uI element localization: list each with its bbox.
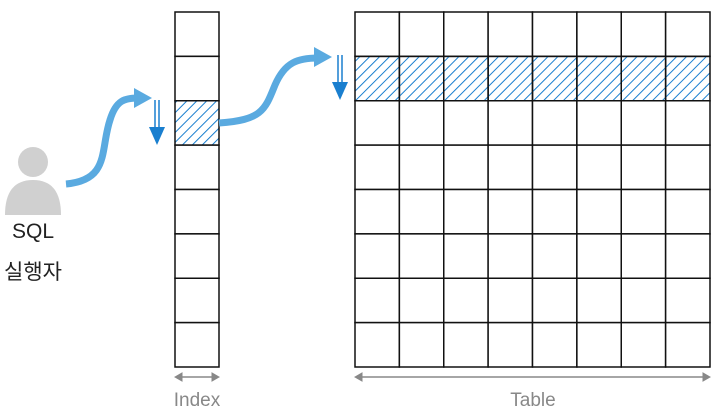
index-width-dimension [173, 372, 221, 382]
person-icon [5, 147, 61, 215]
table-cell [664, 277, 711, 324]
table-cell [487, 321, 534, 368]
table-cell [487, 144, 534, 191]
table-cell [398, 188, 445, 235]
table-cell [620, 100, 667, 146]
table-cell [487, 277, 534, 324]
flow-arrow-to-index-head [134, 88, 152, 108]
table-cell [664, 233, 711, 279]
table-highlighted-cell [664, 55, 711, 102]
table-cell [487, 188, 534, 235]
table-cell [576, 233, 622, 279]
index-cell [174, 55, 220, 102]
table-scan-arrow [332, 55, 348, 100]
actor-label-executor: 실행자 [4, 261, 62, 284]
table-cell [531, 11, 578, 58]
actor-label-sql: SQL [11, 220, 55, 243]
table-cell [354, 144, 401, 191]
index-cell [174, 188, 220, 235]
table-cell [354, 188, 401, 235]
table-cell [620, 233, 667, 279]
table-cell [354, 277, 401, 324]
table-cell [354, 233, 401, 279]
table-cell [398, 144, 445, 191]
table-cell [576, 188, 622, 235]
table-cell [531, 100, 578, 146]
table-cell [664, 188, 711, 235]
table-cell [487, 11, 534, 58]
table-cell [576, 277, 622, 324]
table-cell [354, 100, 401, 146]
table-cell [620, 144, 667, 191]
table-cell [443, 321, 489, 368]
table-highlighted-cell [487, 55, 534, 102]
table-cell [443, 233, 489, 279]
table-cell [443, 277, 489, 324]
table-highlighted-cell [531, 55, 578, 102]
flow-arrow-to-table-head [314, 47, 332, 67]
table-cell [398, 11, 445, 58]
table-width-dimension [353, 372, 712, 382]
table-cell [620, 277, 667, 324]
table-cell [531, 277, 578, 324]
table-cell [620, 11, 667, 58]
table-cell [531, 233, 578, 279]
table-cell [620, 321, 667, 368]
table-cell [398, 277, 445, 324]
table-cell [576, 11, 622, 58]
table-highlighted-cell [620, 55, 667, 102]
table-cell [398, 321, 445, 368]
table-cell [576, 321, 622, 368]
table-cell [531, 188, 578, 235]
table-highlighted-cell [354, 55, 401, 102]
table-cell [664, 100, 711, 146]
index-cell [174, 321, 220, 368]
table-cell [531, 144, 578, 191]
table-cell [531, 321, 578, 368]
table-cell [664, 144, 711, 191]
table-cell [443, 100, 489, 146]
table-cell [443, 188, 489, 235]
table-label: Table [510, 390, 556, 411]
table-cell [664, 321, 711, 368]
table-highlighted-cell [398, 55, 445, 102]
table-cell [443, 11, 489, 58]
index-highlighted-cell [174, 100, 220, 146]
flow-arrow-to-table [218, 54, 319, 127]
index-cell [174, 277, 220, 324]
table-cell [576, 144, 622, 191]
table-cell [620, 188, 667, 235]
index-cell [174, 144, 220, 191]
table-cell [664, 11, 711, 58]
index-label: Index [173, 390, 221, 411]
table-cell [354, 321, 401, 368]
table-cell [398, 233, 445, 279]
table-cell [398, 100, 445, 146]
table-cell [443, 144, 489, 191]
table-cell [354, 11, 401, 58]
index-scan-arrow [149, 100, 165, 145]
table-cell [487, 233, 534, 279]
flow-arrow-to-index [65, 94, 139, 188]
table-highlighted-cell [443, 55, 489, 102]
index-cell [174, 233, 220, 279]
table-highlighted-cell [576, 55, 622, 102]
table-cell [487, 100, 534, 146]
index-cell [174, 11, 220, 58]
table-cell [576, 100, 622, 146]
